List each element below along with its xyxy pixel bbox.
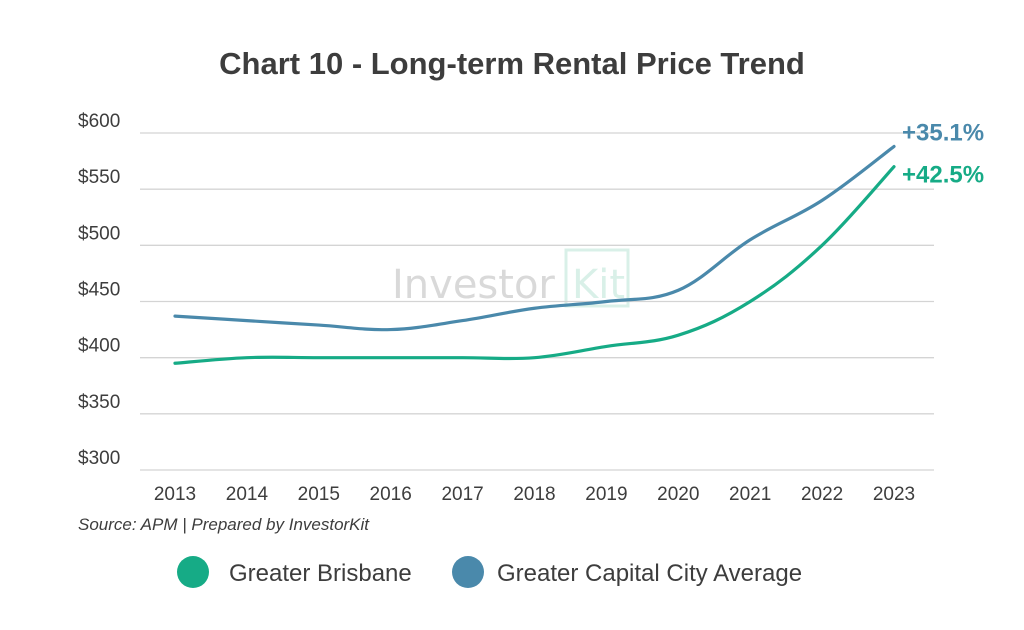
legend: Greater Brisbane Greater Capital City Av… (177, 556, 802, 588)
watermark-box (564, 248, 630, 308)
x-tick-label: 2023 (873, 484, 915, 505)
x-tick-label: 2017 (441, 484, 483, 505)
y-tick-label: $500 (78, 223, 120, 244)
y-tick-label: $600 (78, 111, 120, 132)
x-tick-label: 2019 (585, 484, 627, 505)
x-axis: 2013 2014 2015 2016 2017 2018 2019 2020 2021 2022… (154, 484, 915, 505)
x-tick-label: 2020 (657, 484, 699, 505)
series-lines (173, 144, 896, 365)
legend-marker-greater-capital-city-average (452, 556, 484, 588)
watermark-text-main: Investor (392, 262, 555, 308)
y-tick-label: $450 (78, 280, 120, 301)
x-tick-label: 2015 (298, 484, 340, 505)
series-line-greater-capital-city-average (173, 144, 896, 332)
end-labels: +42.5% +35.1% (902, 119, 984, 188)
y-tick-label: $400 (78, 336, 120, 357)
grid-lines (140, 132, 934, 471)
x-tick-label: 2014 (226, 484, 269, 505)
end-label-greater-brisbane: +42.5% (902, 162, 984, 189)
source-note: Source: APM | Prepared by InvestorKit (78, 515, 370, 534)
x-tick-label: 2022 (801, 484, 843, 505)
x-tick-label: 2013 (154, 484, 196, 505)
x-tick-label: 2021 (729, 484, 771, 505)
y-axis: $300 $350 $400 $450 $500 $550 $600 (78, 111, 120, 469)
legend-marker-greater-brisbane (177, 556, 209, 588)
y-tick-label: $550 (78, 167, 120, 188)
y-tick-label: $300 (78, 448, 120, 469)
legend-label-greater-capital-city-average: Greater Capital City Average (497, 560, 802, 587)
y-tick-label: $350 (78, 392, 120, 413)
end-label-greater-capital-city-average: +35.1% (902, 119, 984, 146)
x-tick-label: 2018 (513, 484, 555, 505)
investorkit-watermark: Investor Kit (392, 248, 630, 308)
legend-label-greater-brisbane: Greater Brisbane (229, 560, 412, 587)
x-tick-label: 2016 (370, 484, 412, 505)
chart-title: Chart 10 - Long-term Rental Price Trend (219, 46, 805, 81)
series-line-greater-brisbane (173, 165, 896, 365)
